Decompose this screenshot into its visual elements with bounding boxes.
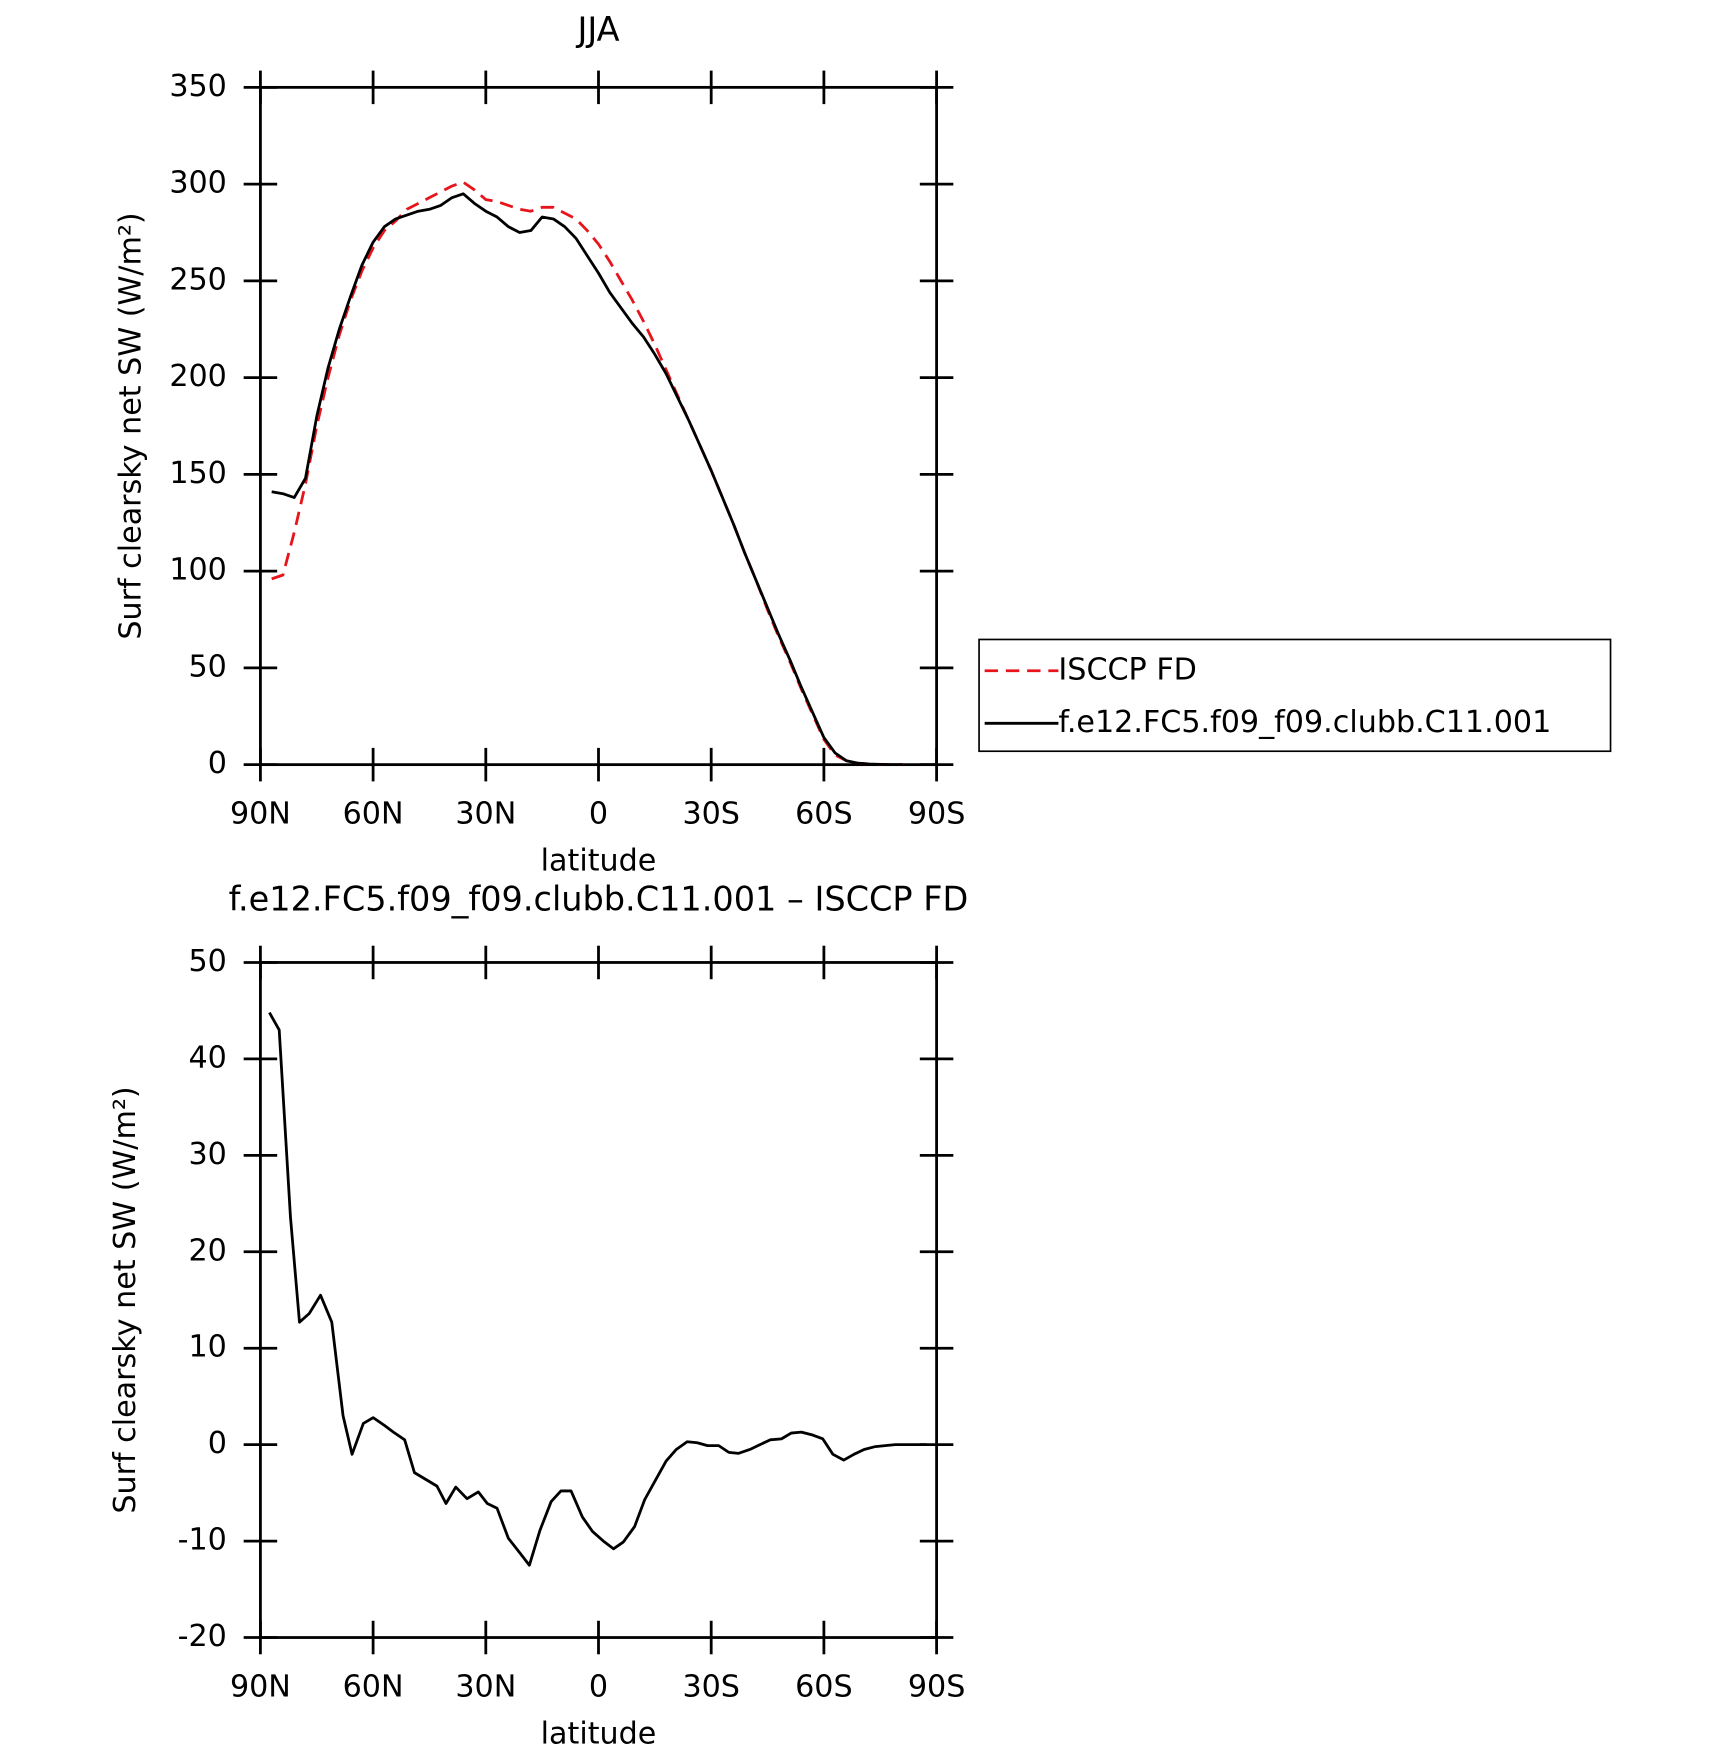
legend-box [978,638,1612,753]
y-tick-label: 10 [189,1330,227,1365]
y-tick-label: 50 [189,944,227,979]
y-tick-label: 100 [169,553,227,588]
x-tick-label: 60N [343,1669,404,1704]
x-tick-label: 90S [908,1669,966,1704]
y-axis-label: Surf clearsky net SW (W/m²) [113,212,148,639]
x-tick-label: 60S [795,796,853,831]
y-tick-label: 150 [169,456,227,491]
x-tick-label: 30S [682,1669,740,1704]
chart-title: f.e12.FC5.f09_f09.clubb.C11.001 – ISCCP … [229,880,969,919]
x-tick-label: 60N [343,796,404,831]
x-tick-label: 0 [589,1669,608,1704]
x-axis-label: latitude [541,1716,657,1745]
x-tick-label: 90N [230,796,291,831]
y-tick-label: 40 [189,1040,227,1075]
y-tick-label: 0 [208,746,227,781]
chart-title: JJA [575,10,619,49]
y-tick-label: -20 [178,1619,227,1654]
line-series [271,192,903,767]
x-tick-label: 30S [682,796,740,831]
x-tick-label: 90N [230,1669,291,1704]
x-tick-label: 90S [908,796,966,831]
y-tick-label: 300 [169,166,227,201]
y-tick-label: 200 [169,359,227,394]
x-tick-label: 30N [455,1669,516,1704]
x-tick-label: 30N [455,796,516,831]
y-tick-label: 20 [189,1233,227,1268]
y-axis-label: Surf clearsky net SW (W/m²) [108,1086,143,1513]
line-series [268,1011,927,1567]
y-tick-label: 50 [189,649,227,684]
legend-label: f.e12.FC5.f09_f09.clubb.C11.001 [1058,705,1551,740]
x-tick-label: 0 [589,796,608,831]
y-tick-label: 0 [208,1426,227,1461]
plot-frame [259,85,938,767]
legend-label: ISCCP FD [1058,652,1197,687]
y-tick-label: 250 [169,262,227,297]
y-tick-label: -10 [178,1523,227,1558]
line-series [271,180,903,767]
y-tick-label: 30 [189,1137,227,1172]
x-tick-label: 60S [795,1669,853,1704]
x-axis-label: latitude [541,843,657,878]
y-tick-label: 350 [169,69,227,104]
